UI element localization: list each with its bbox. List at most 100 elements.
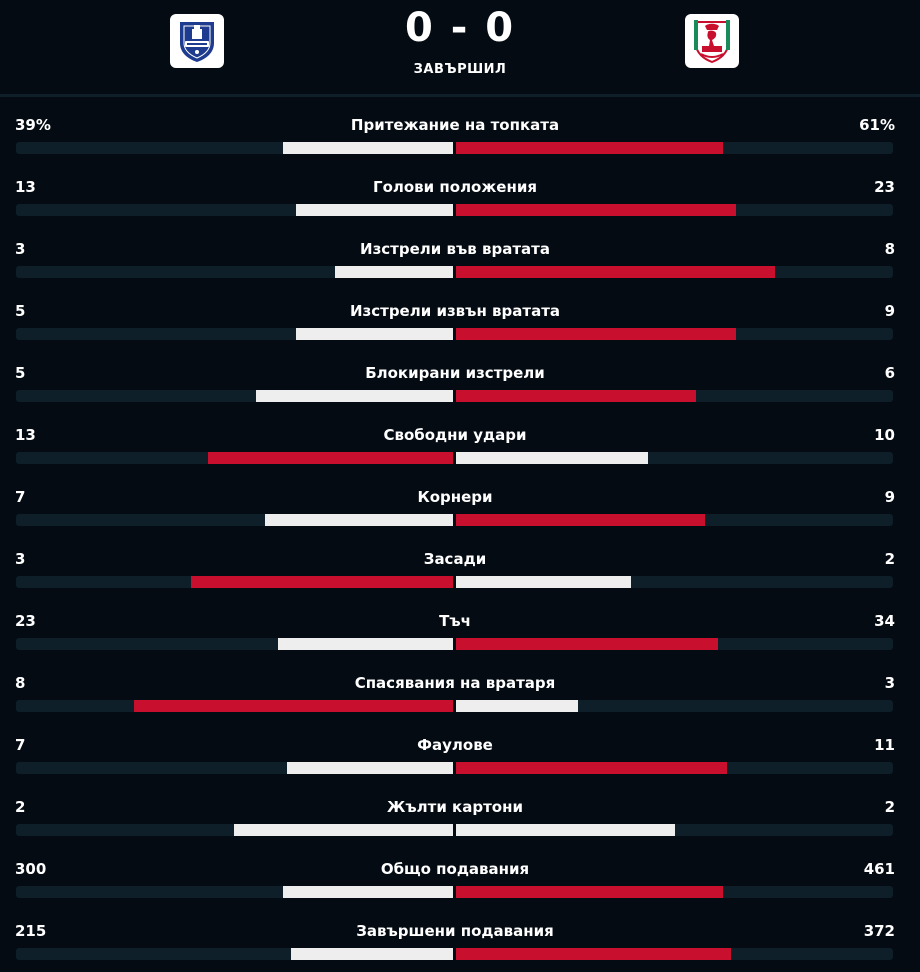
- stat-row: 3 Засади 2: [0, 538, 920, 600]
- stat-away-bar: [456, 266, 775, 278]
- stat-away-bar-track: [456, 328, 893, 340]
- stat-away-bar-track: [456, 824, 893, 836]
- stat-name: Тъч: [439, 612, 471, 630]
- stat-row: 2 Жълти картони 2: [0, 786, 920, 848]
- stat-name: Корнери: [417, 488, 493, 506]
- stat-home-bar: [234, 824, 453, 836]
- stat-home-value: 300: [15, 860, 47, 878]
- stat-away-value: 9: [884, 488, 895, 506]
- stat-home-bar-track: [16, 266, 453, 278]
- stat-row: 7 Фаулове 11: [0, 724, 920, 786]
- stat-home-value: 13: [15, 178, 36, 196]
- stat-away-value: 23: [874, 178, 895, 196]
- stat-away-bar-track: [456, 266, 893, 278]
- stat-name: Спасявания на вратаря: [354, 674, 556, 692]
- stat-home-bar: [256, 390, 453, 402]
- everton-crest-icon: [180, 22, 214, 62]
- stat-home-bar-track: [16, 204, 453, 216]
- stat-away-bar-track: [456, 514, 893, 526]
- stat-name: Блокирани изстрели: [365, 364, 545, 382]
- stat-away-bar-track: [456, 204, 893, 216]
- stat-home-bar-track: [16, 328, 453, 340]
- stat-away-value: 11: [874, 736, 895, 754]
- stat-row: 13 Голови положения 23: [0, 166, 920, 228]
- stat-row: 7 Корнери 9: [0, 476, 920, 538]
- stat-away-bar: [456, 142, 723, 154]
- stat-row: 8 Спасявания на вратаря 3: [0, 662, 920, 724]
- stat-name: Общо подавания: [380, 860, 530, 878]
- stat-home-bar: [265, 514, 453, 526]
- stat-home-value: 215: [15, 922, 47, 940]
- stat-away-bar: [456, 824, 675, 836]
- stat-away-bar-track: [456, 576, 893, 588]
- stat-away-bar: [456, 452, 648, 464]
- stat-home-value: 8: [15, 674, 26, 692]
- stats-list: 39% Притежание на топката 61% 13 Голови поло…: [0, 104, 920, 972]
- stat-away-value: 34: [874, 612, 895, 630]
- stat-away-value: 2: [884, 550, 895, 568]
- stat-away-bar-track: [456, 452, 893, 464]
- stat-away-bar-track: [456, 142, 893, 154]
- stat-home-value: 39%: [15, 116, 51, 134]
- stat-home-value: 5: [15, 364, 26, 382]
- home-team-crest[interactable]: [170, 14, 224, 68]
- stat-away-bar-track: [456, 390, 893, 402]
- stat-home-value: 5: [15, 302, 26, 320]
- stat-away-bar-track: [456, 762, 893, 774]
- stat-home-bar: [335, 266, 453, 278]
- stat-name: Завършени подавания: [356, 922, 554, 940]
- stat-away-value: 3: [884, 674, 895, 692]
- stat-home-value: 7: [15, 488, 26, 506]
- stat-home-value: 2: [15, 798, 26, 816]
- liverpool-crest-icon: [694, 20, 730, 64]
- stat-away-bar: [456, 700, 578, 712]
- stat-home-bar: [208, 452, 453, 464]
- stat-home-bar: [283, 142, 453, 154]
- stat-home-bar-track: [16, 886, 453, 898]
- stat-away-value: 461: [863, 860, 895, 878]
- stat-row: 215 Завършени подавания 372: [0, 910, 920, 972]
- stat-row: 300 Общо подавания 461: [0, 848, 920, 910]
- match-header: 0 - 0 ЗАВЪРШИЛ: [0, 0, 920, 97]
- stat-row: 39% Притежание на топката 61%: [0, 104, 920, 166]
- stat-name: Жълти картони: [387, 798, 523, 816]
- stat-away-bar: [456, 576, 631, 588]
- stat-away-bar: [456, 762, 727, 774]
- stat-away-bar: [456, 390, 696, 402]
- away-team-crest[interactable]: [685, 14, 739, 68]
- stat-away-bar: [456, 514, 705, 526]
- stat-away-value: 6: [884, 364, 895, 382]
- stat-home-bar: [296, 204, 453, 216]
- stat-row: 5 Блокирани изстрели 6: [0, 352, 920, 414]
- stat-home-value: 7: [15, 736, 26, 754]
- stat-away-value: 10: [874, 426, 895, 444]
- match-score: 0 - 0: [404, 5, 516, 51]
- stat-away-value: 8: [884, 240, 895, 258]
- stat-name: Свободни удари: [383, 426, 527, 444]
- stat-away-value: 2: [884, 798, 895, 816]
- stat-name: Голови положения: [373, 178, 537, 196]
- stat-name: Фаулове: [417, 736, 493, 754]
- stat-home-bar: [283, 886, 453, 898]
- stat-away-value: 61%: [859, 116, 895, 134]
- stat-away-bar-track: [456, 700, 893, 712]
- stat-away-bar: [456, 328, 736, 340]
- stat-home-bar-track: [16, 142, 453, 154]
- stat-home-bar-track: [16, 762, 453, 774]
- stat-name: Притежание на топката: [350, 116, 560, 134]
- stat-home-bar-track: [16, 452, 453, 464]
- stat-away-bar: [456, 204, 736, 216]
- stat-home-bar-track: [16, 700, 453, 712]
- stat-away-value: 9: [884, 302, 895, 320]
- stat-away-bar-track: [456, 886, 893, 898]
- stat-home-bar: [191, 576, 453, 588]
- stat-home-bar-track: [16, 390, 453, 402]
- stat-row: 3 Изстрели във вратата 8: [0, 228, 920, 290]
- stat-name: Изстрели във вратата: [360, 240, 550, 258]
- stat-home-bar-track: [16, 824, 453, 836]
- stat-name: Засади: [423, 550, 487, 568]
- stat-home-bar: [296, 328, 453, 340]
- stat-home-value: 13: [15, 426, 36, 444]
- match-status: ЗАВЪРШИЛ: [413, 62, 507, 77]
- stat-away-bar: [456, 638, 718, 650]
